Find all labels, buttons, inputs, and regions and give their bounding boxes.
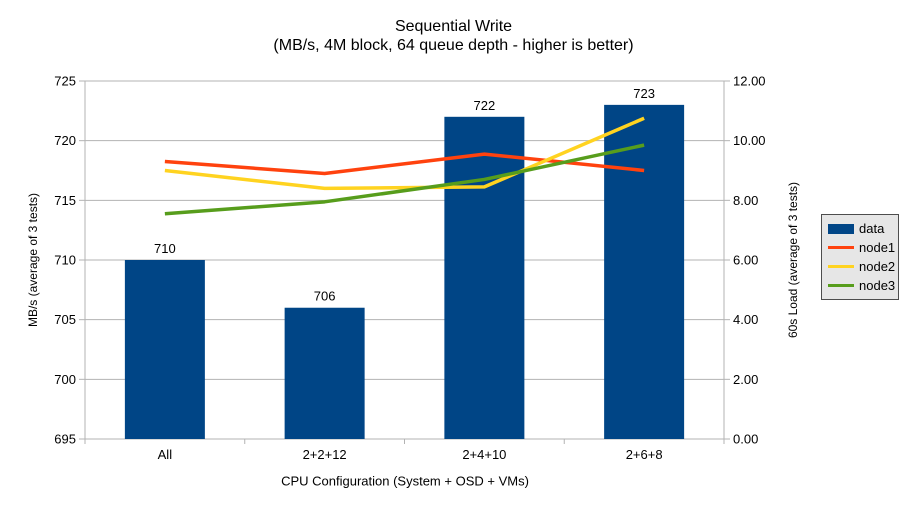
bar — [604, 104, 685, 439]
right-axis-title: 60s Load (average of 3 tests) — [786, 181, 800, 339]
left-axis-tick-label: 725 — [54, 74, 76, 89]
legend-label: node1 — [859, 240, 896, 255]
legend-label: node3 — [859, 278, 896, 293]
legend-swatch-node1 — [828, 246, 854, 249]
legend-label: node2 — [859, 259, 896, 274]
legend-item-data: data — [828, 221, 898, 236]
category-label: 2+6+8 — [626, 447, 663, 462]
left-axis-tick-label: 700 — [54, 372, 76, 387]
right-axis-tick-label: 0.00 — [733, 432, 758, 447]
legend-label: data — [859, 221, 885, 236]
category-label: 2+2+12 — [303, 447, 347, 462]
legend-item-node1: node1 — [828, 240, 898, 255]
line-series-node3 — [164, 143, 645, 216]
x-axis-title: CPU Configuration (System + OSD + VMs) — [281, 473, 529, 489]
bar — [444, 116, 525, 440]
right-axis-tick-label: 6.00 — [733, 253, 758, 268]
category-label: 2+4+10 — [462, 447, 506, 462]
left-axis-tick-label: 715 — [54, 193, 76, 208]
category-label: All — [158, 447, 173, 462]
legend-swatch-node2 — [828, 265, 854, 268]
bar-data-label: 706 — [314, 289, 336, 304]
bar — [284, 307, 365, 439]
bar-data-label: 710 — [154, 241, 176, 256]
line-series-node1 — [164, 152, 645, 176]
bar — [124, 260, 205, 439]
right-axis-tick-label: 4.00 — [733, 312, 758, 327]
right-axis-tick-label: 8.00 — [733, 193, 758, 208]
right-axis-tick-label: 2.00 — [733, 372, 758, 387]
legend-item-node2: node2 — [828, 259, 898, 274]
right-axis-tick-label: 10.00 — [733, 133, 766, 148]
left-axis-tick-label: 695 — [54, 432, 76, 447]
bar-data-label: 723 — [633, 86, 655, 101]
left-axis-tick-label: 705 — [54, 312, 76, 327]
left-axis-tick-label: 720 — [54, 133, 76, 148]
right-axis-tick-label: 12.00 — [733, 74, 766, 89]
chart-subtitle: (MB/s, 4M block, 64 queue depth - higher… — [273, 37, 634, 54]
legend-item-node3: node3 — [828, 278, 898, 293]
bar-data-label: 722 — [474, 98, 496, 113]
legend: data node1 node2 node3 — [821, 214, 899, 300]
legend-swatch-data — [828, 223, 854, 234]
chart-title-block: Sequential Write (MB/s, 4M block, 64 que… — [0, 17, 907, 55]
legend-swatch-node3 — [828, 284, 854, 287]
left-axis-title: MB/s (average of 3 tests) — [26, 192, 40, 328]
left-axis-tick-label: 710 — [54, 253, 76, 268]
line-series-node2 — [164, 116, 645, 191]
chart-title: Sequential Write — [394, 18, 513, 35]
